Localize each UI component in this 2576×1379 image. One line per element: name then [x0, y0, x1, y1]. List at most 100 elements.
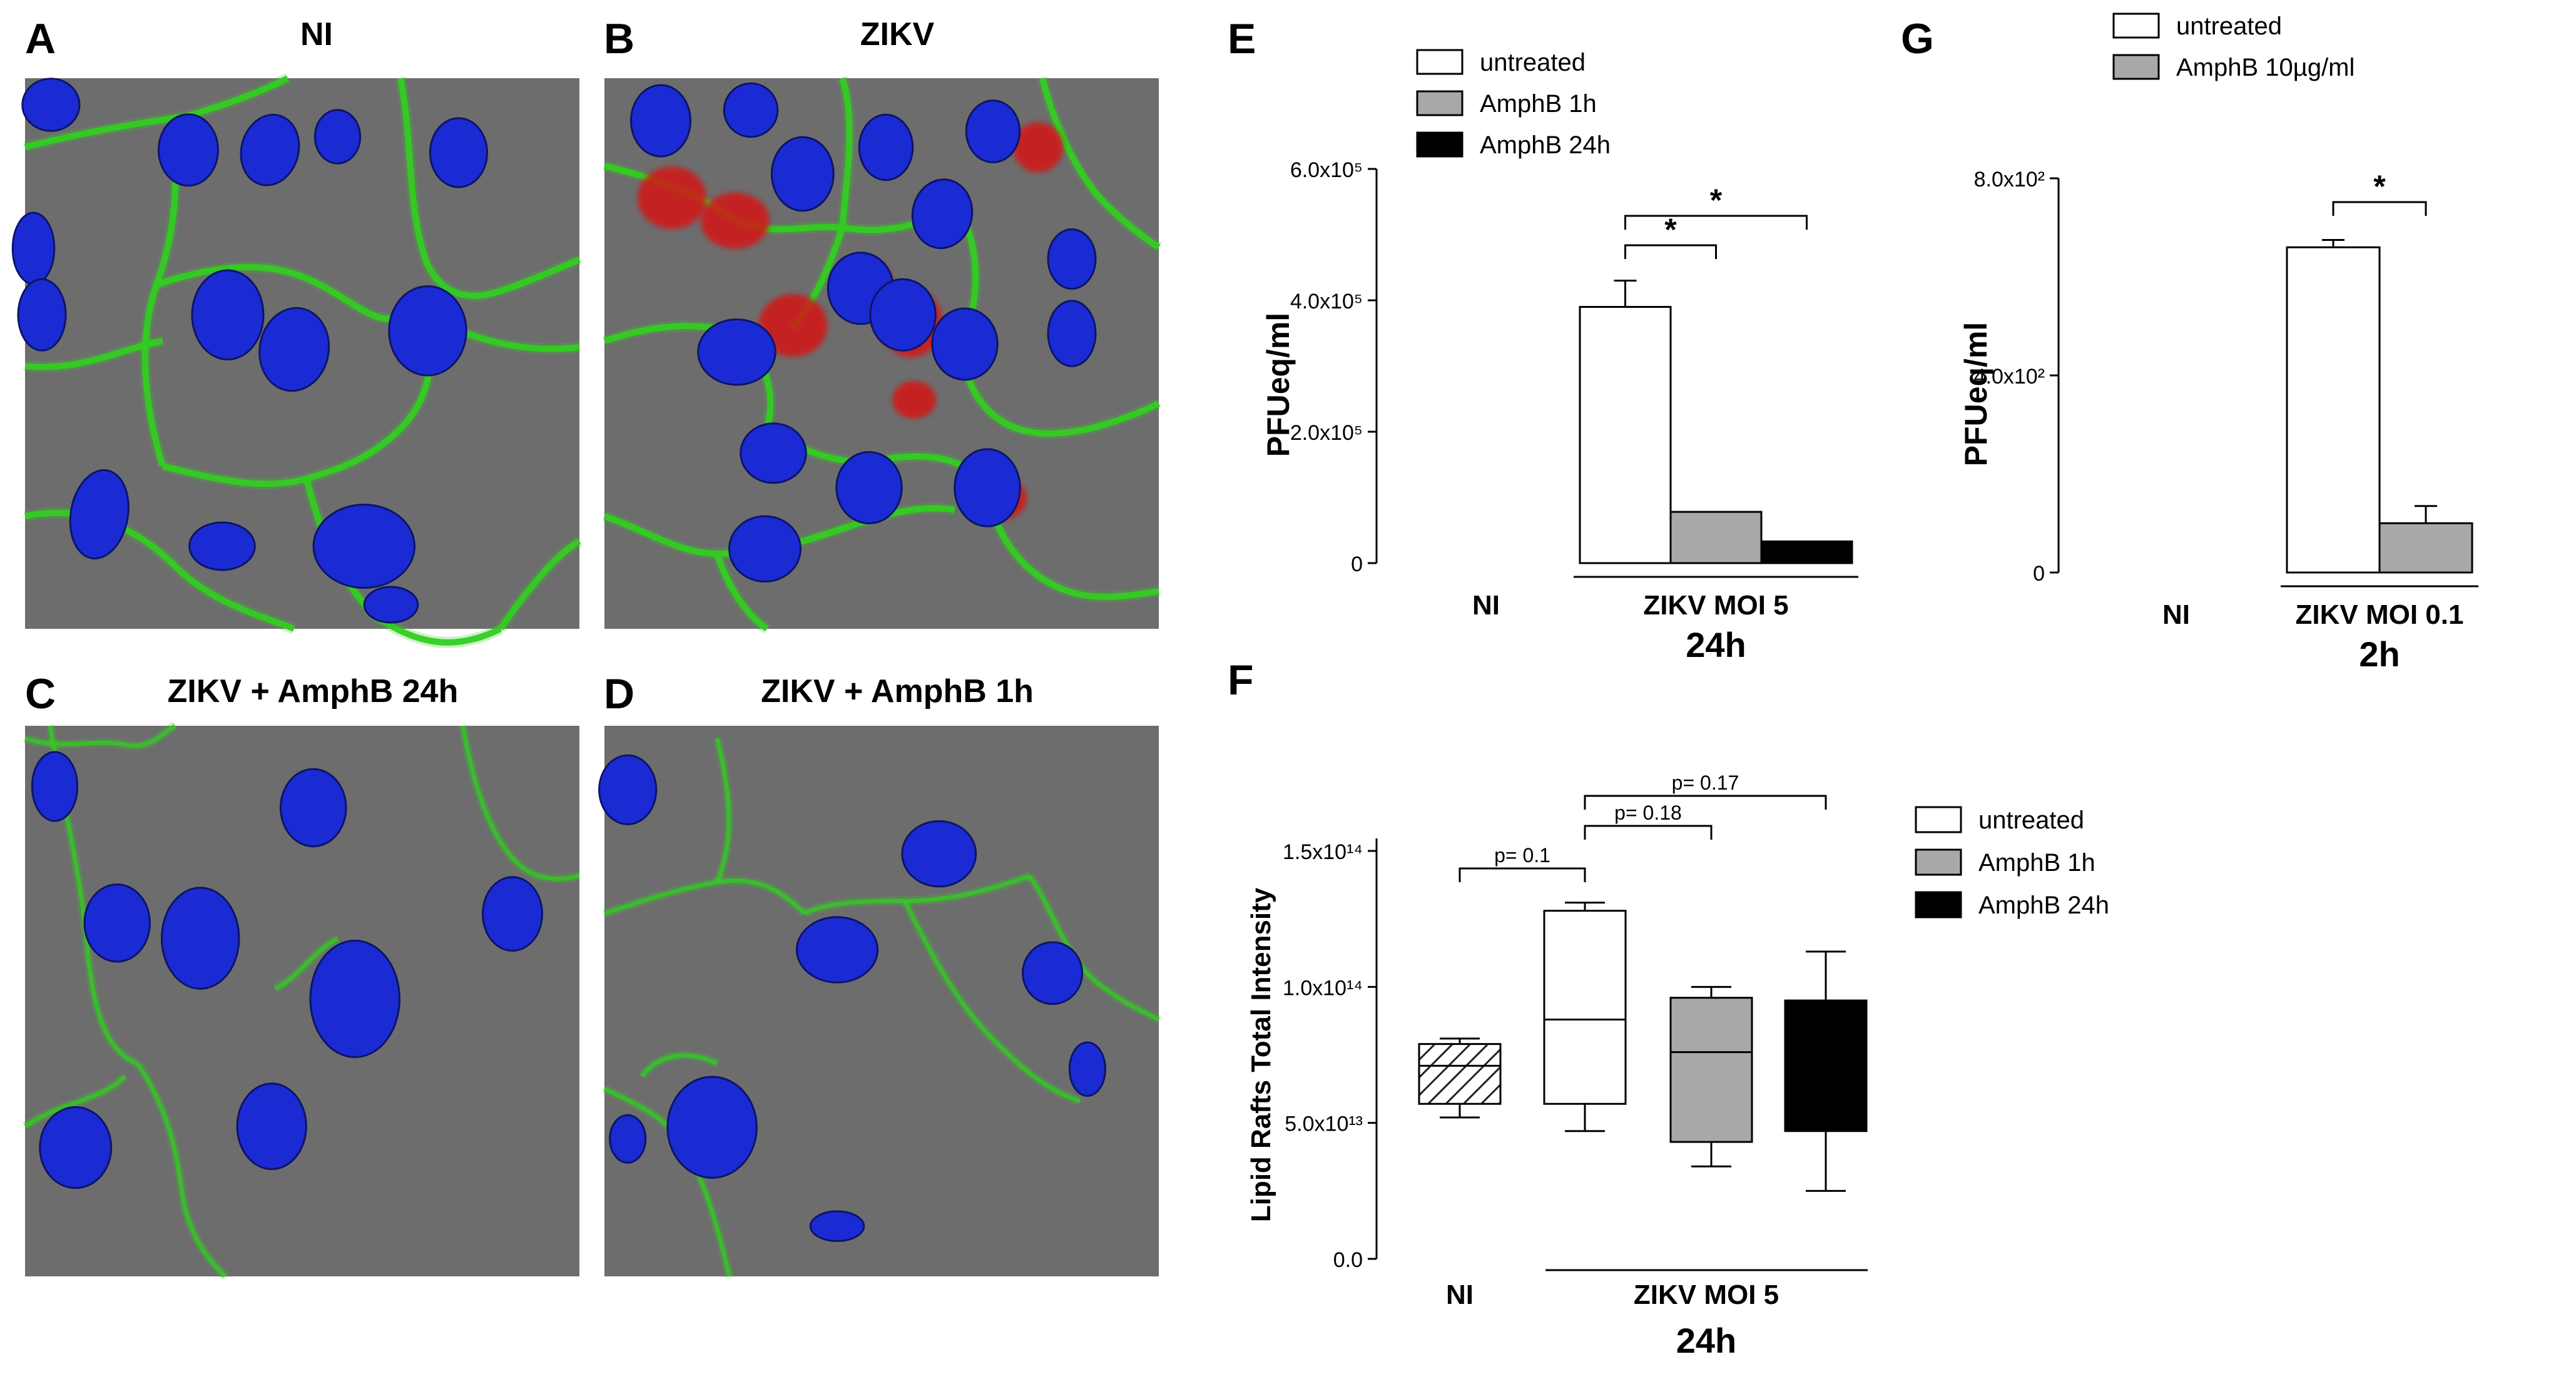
membrane-outline — [24, 1074, 127, 1128]
nucleus — [240, 113, 300, 186]
nucleus — [609, 1114, 647, 1164]
time-label: 24h — [1676, 1321, 1737, 1360]
nucleus — [809, 1210, 865, 1243]
bar-amphb-10-g-ml — [2378, 522, 2473, 574]
chart-g-pfu-2h: 0 4.0x10² 8.0x10² PFUeq/ml NI ZIKV MOI 0.1 2h *… — [1958, 13, 2478, 674]
nucleus — [1022, 941, 1084, 1005]
panel-letter-a: A — [25, 15, 56, 63]
panel-letter-b: B — [604, 15, 634, 63]
nucleus — [901, 820, 977, 888]
time-label: 24h — [1686, 625, 1746, 664]
y-tick-label: 0 — [2033, 562, 2045, 586]
legend-swatch — [1416, 49, 1464, 75]
nucleus — [1068, 1041, 1106, 1097]
membrane-outline — [640, 1053, 718, 1078]
bar-untreated — [2286, 246, 2381, 574]
nucleus — [31, 751, 79, 822]
nucleus — [280, 768, 347, 848]
box-untreated — [1543, 910, 1627, 1105]
significance-bracket — [2332, 201, 2427, 216]
nucleus — [666, 1076, 758, 1179]
virus-stain — [758, 294, 828, 357]
legend-swatch — [1915, 891, 1962, 918]
nucleus — [954, 448, 1021, 527]
nucleus — [835, 451, 903, 524]
nucleus — [258, 307, 330, 392]
nucleus — [965, 99, 1021, 163]
legend-swatch — [2112, 13, 2160, 39]
nucleus — [723, 82, 779, 138]
time-label: 2h — [2359, 634, 2400, 674]
panel-title-c: ZIKV + AmphB 24h — [168, 673, 459, 710]
nucleus — [11, 211, 56, 285]
panel-letter-e: E — [1228, 15, 1256, 63]
membrane-outline — [715, 738, 731, 883]
membrane-outline — [1039, 77, 1161, 250]
virus-stain — [892, 381, 936, 419]
virus-stain — [638, 166, 706, 230]
nucleus — [728, 515, 802, 583]
nucleus — [17, 278, 67, 352]
y-tick-label: 6.0x10⁵ — [1290, 158, 1363, 182]
significance-star: * — [1710, 183, 1723, 218]
nucleus — [191, 269, 265, 360]
membrane-outline — [397, 78, 581, 299]
nucleus — [158, 113, 219, 187]
bar-untreated — [1579, 306, 1672, 564]
significance-bracket — [1584, 795, 1827, 810]
membrane-outline — [136, 1062, 227, 1278]
y-axis-label: PFUeq/ml — [1958, 322, 1993, 467]
legend-label: AmphB 1h — [1480, 90, 1597, 118]
nucleus — [312, 504, 416, 589]
significance-p-value: p= 0.18 — [1614, 801, 1682, 824]
y-axis-label: PFUeq/ml — [1261, 313, 1296, 457]
nucleus — [69, 469, 130, 560]
nucleus — [363, 586, 419, 624]
membrane-outline — [155, 263, 402, 322]
x-group-label-zikv: ZIKV MOI 5 — [1634, 1280, 1779, 1310]
significance-bracket — [1624, 244, 1717, 259]
nucleus — [931, 307, 999, 381]
membrane-outline — [952, 201, 1161, 437]
x-group-label-ni: NI — [1472, 590, 1500, 621]
panel-title-a: NI — [300, 16, 333, 53]
box-amphb-24h — [1784, 999, 1868, 1132]
membrane-outline — [274, 936, 339, 991]
y-tick-label: 0.0 — [1333, 1248, 1363, 1272]
nucleus — [388, 285, 467, 377]
panel-title-b: ZIKV — [860, 16, 935, 53]
panel-title-d: ZIKV + AmphB 1h — [761, 673, 1034, 710]
nucleus — [598, 754, 658, 825]
nucleus — [39, 1106, 113, 1189]
significance-p-value: p= 0.17 — [1672, 771, 1739, 794]
nucleus — [161, 887, 240, 990]
virus-stain — [700, 192, 770, 249]
membrane-outline — [461, 725, 580, 881]
nucleus — [429, 117, 489, 188]
significance-bracket — [1459, 867, 1586, 882]
legend-swatch — [2112, 54, 2160, 80]
nucleus — [482, 876, 543, 952]
virus-stain — [1013, 122, 1063, 173]
significance-bracket — [1624, 215, 1808, 230]
legend-label: untreated — [2176, 13, 2282, 40]
membrane-outline — [902, 900, 1081, 1104]
nucleus — [188, 521, 256, 571]
legend-label: AmphB 1h — [1978, 849, 2095, 877]
legend-swatch — [1416, 90, 1464, 116]
membrane-outline — [714, 552, 769, 632]
bar-amphb-1h — [1669, 511, 1763, 564]
nucleus — [911, 178, 974, 250]
panel-letter-f: F — [1228, 656, 1254, 704]
significance-star: * — [1664, 212, 1677, 247]
nucleus — [770, 136, 835, 212]
box-ni — [1418, 1043, 1502, 1105]
legend-label: AmphB 10µg/ml — [2176, 54, 2355, 81]
nucleus — [83, 883, 151, 963]
y-tick-label: 2.0x10⁵ — [1290, 421, 1363, 445]
y-tick-label: 4.0x10² — [1974, 365, 2045, 389]
micrograph-zikv-amphb-24h — [22, 721, 580, 1280]
membrane-outline — [161, 315, 434, 487]
y-tick-label: 0 — [1351, 552, 1363, 576]
